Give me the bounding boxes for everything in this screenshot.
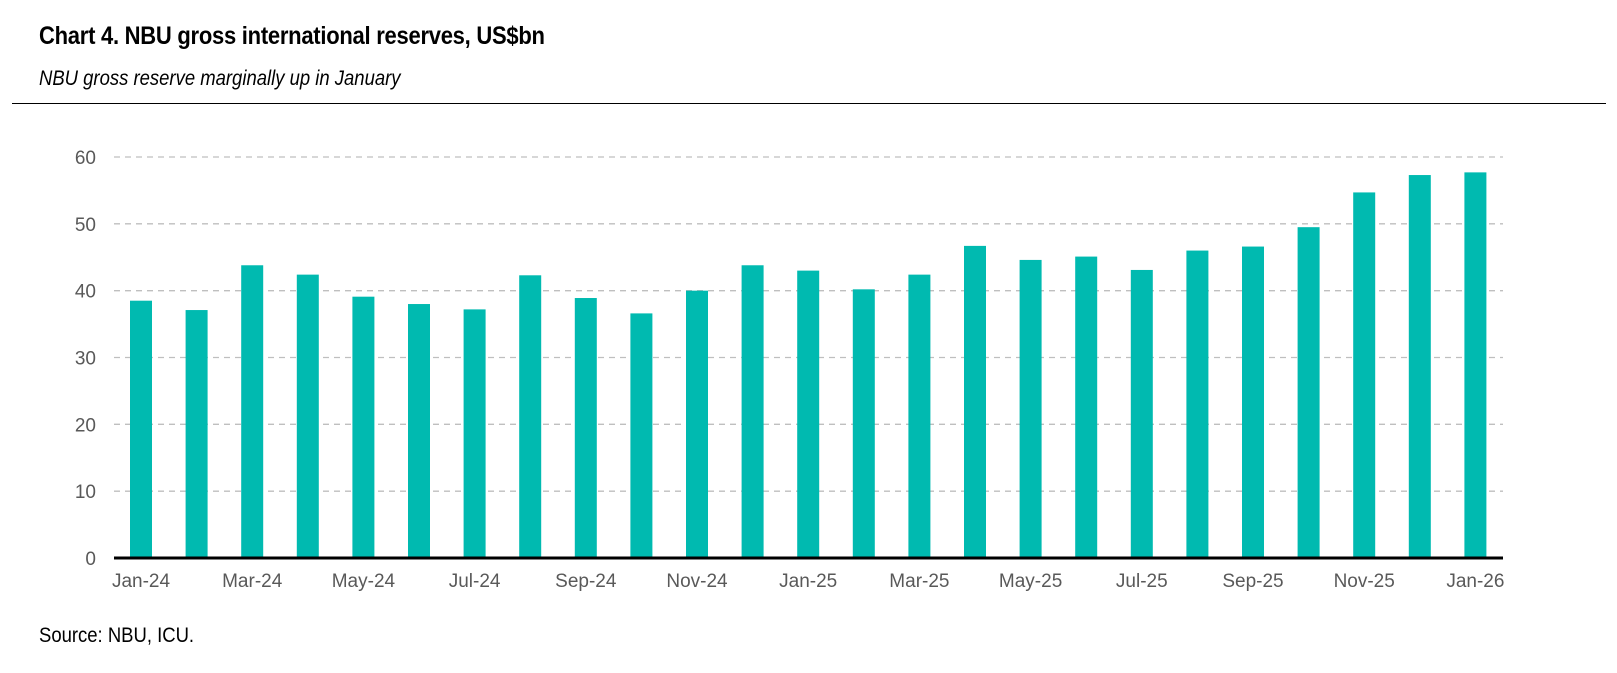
x-tick-label: Jan-25	[779, 571, 837, 592]
x-tick-label: Jul-25	[1116, 571, 1168, 592]
bar-jan-24	[130, 300, 152, 558]
x-tick-label: Jan-26	[1446, 571, 1504, 592]
bar-mar-25	[908, 274, 931, 558]
x-axis-ticks: Jan-24 Mar-24 May-24 Jul-24 Sep-24 Nov-24 Jan-…	[112, 571, 1505, 592]
y-tick-label: 10	[75, 482, 96, 503]
header-divider	[12, 103, 1606, 104]
x-tick-label: Nov-24	[666, 571, 728, 592]
y-tick-label: 30	[75, 349, 96, 370]
bar-dec-24	[741, 265, 764, 558]
x-tick-label: May-24	[332, 571, 396, 592]
y-tick-label: 0	[85, 549, 96, 570]
chart-subtitle: NBU gross reserve marginally up in Janua…	[39, 67, 401, 90]
x-tick-label: May-25	[999, 571, 1062, 592]
x-tick-label: Sep-24	[555, 571, 617, 592]
bar-feb-25	[852, 289, 875, 558]
bar-jan-25	[797, 270, 820, 558]
bar-feb-24	[185, 310, 208, 558]
y-tick-label: 50	[75, 215, 96, 236]
bar-apr-24	[296, 274, 319, 558]
bar-may-24	[352, 296, 375, 558]
bar-oct-25	[1297, 227, 1320, 559]
x-tick-label: Sep-25	[1222, 571, 1283, 592]
bar-sep-24	[574, 298, 597, 558]
bar-aug-24	[519, 275, 542, 558]
bar-apr-25	[964, 245, 986, 558]
y-tick-label: 20	[75, 415, 96, 436]
x-tick-label: Jan-24	[112, 571, 171, 592]
x-tick-label: Jul-24	[449, 571, 501, 592]
bar-dec-25	[1408, 175, 1431, 559]
bar-jan-26	[1464, 172, 1487, 558]
x-tick-label: Mar-25	[889, 571, 949, 592]
bar-nov-24	[686, 290, 708, 558]
bar-jun-25	[1075, 256, 1098, 558]
y-tick-label: 40	[75, 282, 96, 303]
bar-aug-25	[1186, 250, 1209, 559]
bars	[130, 172, 1487, 559]
bar-sep-25	[1242, 246, 1264, 558]
x-tick-label: Mar-24	[222, 571, 283, 592]
bar-mar-24	[241, 265, 264, 558]
y-tick-label: 60	[75, 148, 96, 169]
chart-title: Chart 4. NBU gross international reserve…	[39, 22, 545, 50]
x-tick-label: Nov-25	[1334, 571, 1395, 592]
bar-nov-25	[1353, 192, 1376, 558]
bar-jun-24	[408, 304, 430, 558]
source-note: Source: NBU, ICU.	[39, 624, 195, 647]
y-axis-ticks: 0 10 20 30 40 50 60	[75, 148, 96, 570]
bar-jul-24	[463, 309, 486, 558]
bar-jul-25	[1130, 269, 1153, 558]
bar-oct-24	[630, 313, 653, 558]
bar-may-25	[1019, 259, 1042, 558]
